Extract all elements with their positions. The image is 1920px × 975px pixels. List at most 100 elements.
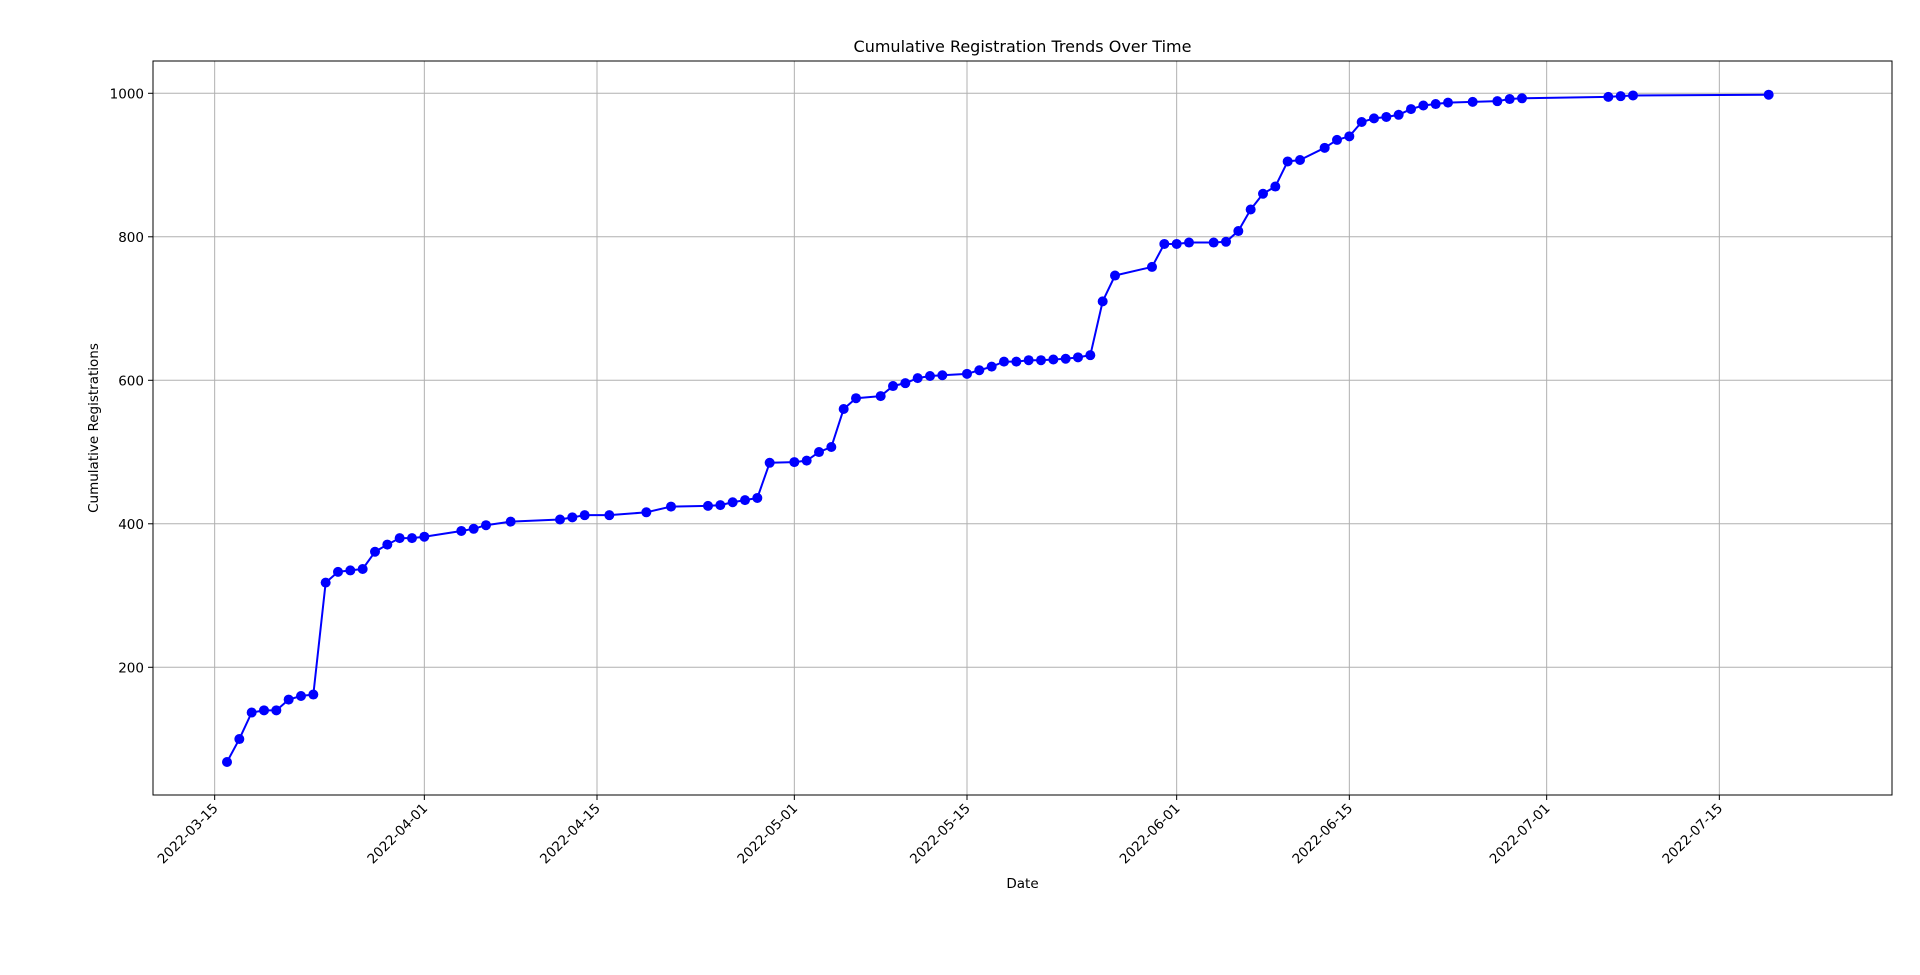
data-point	[1356, 116, 1367, 127]
data-point	[925, 370, 935, 381]
data-point	[1628, 90, 1638, 101]
data-point	[1073, 352, 1083, 363]
data-point	[1381, 111, 1392, 122]
data-point	[567, 512, 578, 523]
data-point	[345, 565, 356, 576]
data-point	[456, 525, 467, 536]
y-tick-label: 1000	[110, 86, 144, 102]
data-point	[962, 368, 972, 379]
data-point	[1245, 204, 1256, 215]
data-point	[1393, 109, 1404, 120]
data-point	[234, 734, 245, 745]
data-point	[1319, 142, 1330, 153]
plot-area-frame	[152, 60, 1893, 796]
data-point	[641, 507, 652, 518]
data-point	[1036, 355, 1046, 366]
data-point	[283, 694, 294, 705]
grid-lines	[153, 61, 1892, 795]
data-point	[1171, 238, 1182, 249]
data-point	[468, 523, 479, 534]
data-point	[1085, 350, 1096, 361]
data-point	[1467, 96, 1478, 107]
data-point	[1418, 100, 1429, 111]
data-point	[1208, 237, 1219, 248]
data-point	[382, 539, 393, 550]
data-point	[1282, 156, 1293, 167]
data-point	[666, 501, 676, 512]
data-point	[1406, 104, 1416, 115]
data-point	[764, 457, 775, 468]
data-point	[1048, 354, 1059, 365]
data-point	[851, 393, 861, 404]
data-point	[271, 705, 282, 716]
chart-title: Cumulative Registration Trends Over Time	[854, 37, 1192, 56]
data-point	[986, 361, 997, 372]
data-point	[826, 442, 837, 453]
y-tick-label: 600	[118, 373, 144, 389]
data-point	[604, 510, 615, 521]
data-point	[394, 533, 405, 544]
data-point	[888, 381, 898, 392]
data-point	[1344, 131, 1355, 142]
data-point	[505, 516, 516, 527]
data-point	[1097, 296, 1108, 307]
data-point	[789, 457, 800, 468]
data-point	[259, 705, 269, 716]
data-point	[1504, 94, 1515, 105]
data-point	[1060, 353, 1071, 364]
data-point	[1332, 134, 1342, 145]
data-point	[1270, 181, 1281, 192]
data-point	[308, 689, 319, 700]
data-point	[1517, 93, 1527, 104]
data-point	[333, 566, 343, 577]
data-point	[727, 497, 738, 508]
data-point	[1492, 96, 1503, 107]
data-point	[715, 500, 726, 511]
data-point	[320, 577, 331, 588]
data-point	[1023, 355, 1034, 366]
y-tick-label: 200	[118, 660, 144, 676]
data-point	[752, 492, 763, 503]
data-point	[407, 533, 417, 544]
data-point	[999, 356, 1009, 367]
data-point	[1763, 89, 1774, 100]
y-tick-label: 400	[118, 517, 144, 533]
data-point	[937, 370, 948, 381]
data-point	[357, 563, 368, 574]
data-point	[1369, 113, 1379, 124]
data-point	[222, 757, 232, 767]
data-point	[1233, 226, 1244, 237]
y-tick-label: 800	[118, 230, 144, 246]
x-axis-label: Date	[1006, 876, 1038, 892]
data-point	[740, 495, 750, 506]
data-point	[1295, 155, 1305, 166]
data-point	[481, 520, 491, 531]
data-point	[814, 447, 824, 458]
data-point	[1603, 91, 1614, 102]
data-point	[912, 373, 923, 384]
data-point	[1147, 261, 1157, 272]
data-point	[875, 391, 886, 402]
data-point	[370, 546, 380, 557]
data-point	[555, 514, 565, 525]
data-series	[222, 89, 1774, 767]
data-point	[1430, 99, 1441, 110]
data-point	[900, 378, 911, 389]
data-point	[801, 455, 812, 466]
data-point	[1184, 237, 1194, 248]
y-axis-label: Cumulative Registrations	[86, 343, 102, 513]
data-point	[1159, 238, 1170, 249]
data-point	[419, 531, 430, 542]
data-point	[1258, 188, 1268, 199]
data-point	[1011, 356, 1022, 367]
data-point	[838, 403, 849, 414]
data-point	[296, 690, 306, 701]
data-point	[1443, 97, 1453, 108]
data-point	[1110, 270, 1120, 281]
data-point	[1615, 91, 1626, 102]
data-point	[703, 500, 713, 511]
data-point	[246, 707, 257, 718]
